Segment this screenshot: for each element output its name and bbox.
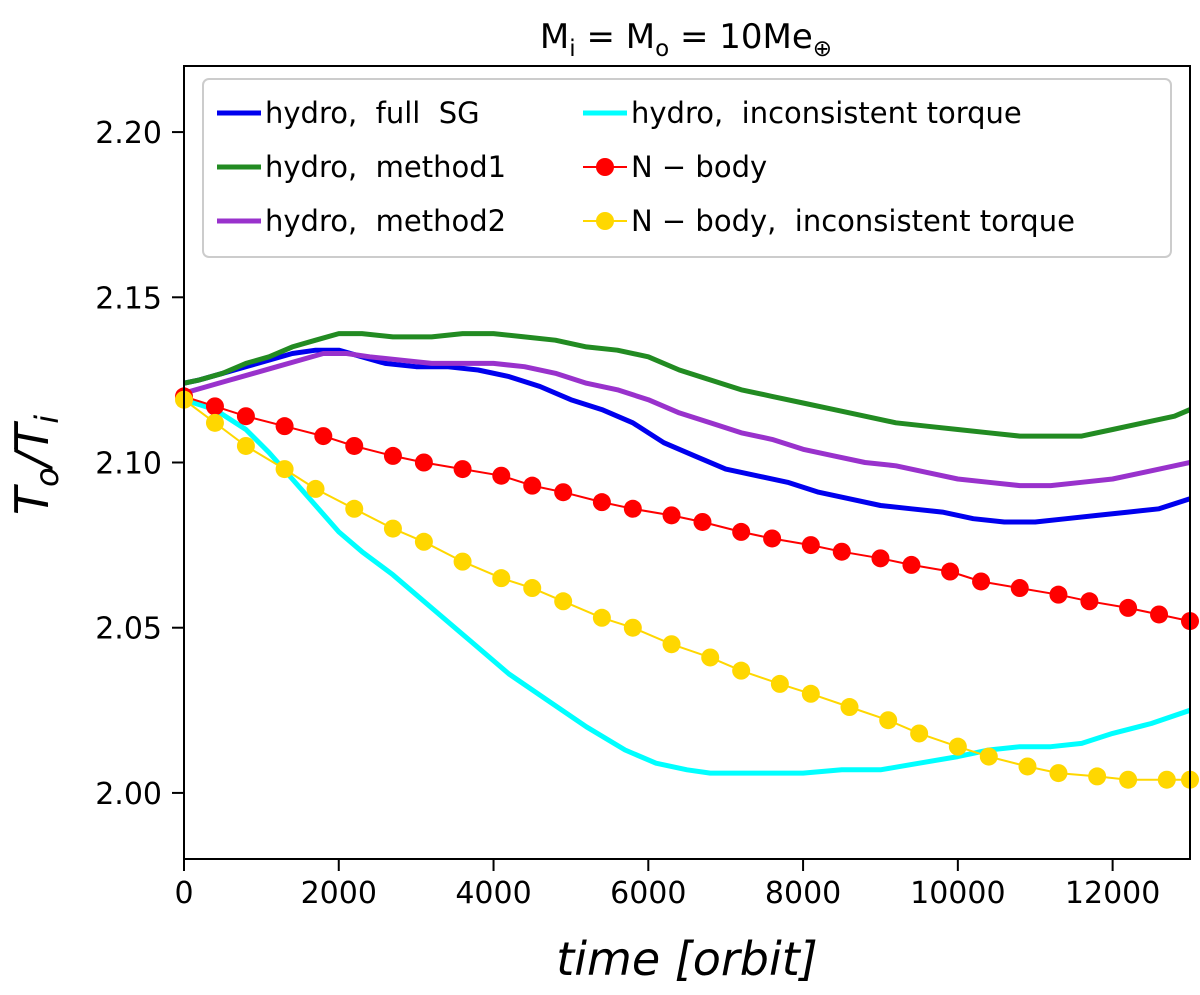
data-point-n-body-inconsistent-torque [948,737,967,756]
data-point-n-body [523,476,542,495]
data-point-n-body [1150,605,1169,624]
legend-label-hydro-method1: hydro, method1 [265,150,506,184]
data-point-n-body [763,529,782,548]
data-point-n-body [902,555,921,574]
y-tick-label: 2.20 [95,116,162,151]
series-layer [184,331,1190,781]
data-point-n-body-inconsistent-torque [662,635,681,654]
legend: hydro, full SG hydro, method1 hydro, metho… [202,78,1172,258]
data-point-n-body-inconsistent-torque [1018,757,1037,776]
data-point-n-body-inconsistent-torque [205,413,224,432]
data-point-n-body [236,407,255,426]
y-tick-label: 2.05 [95,612,162,647]
data-point-n-body [414,453,433,472]
data-point-n-body-inconsistent-torque [1119,770,1138,789]
data-point-n-body-inconsistent-torque [801,684,820,703]
data-point-n-body [205,397,224,416]
data-point-n-body [693,512,712,531]
data-point-n-body-inconsistent-torque [492,569,511,588]
data-point-n-body-inconsistent-torque [840,698,859,717]
data-point-n-body-inconsistent-torque [523,579,542,598]
y-tick-label: 2.00 [95,777,162,812]
legend-label-hydro-full-sg: hydro, full SG [265,96,480,130]
series-line-hydro-full-sg [184,347,1190,525]
data-point-n-body-inconsistent-torque [592,608,611,627]
series-line-hydro-method2 [184,351,1190,489]
data-point-n-body [832,542,851,561]
data-point-n-body-inconsistent-torque [770,674,789,693]
data-point-n-body [592,493,611,512]
data-point-n-body [492,466,511,485]
legend-marker-n-body-inconsistent-torque [596,212,614,230]
series-line-n-body [184,395,1190,623]
legend-box [202,78,1172,258]
x-tick-label: 2000 [301,876,377,911]
data-point-n-body-inconsistent-torque [1088,767,1107,786]
data-point-n-body [871,549,890,568]
data-point-n-body-inconsistent-torque [910,724,929,743]
data-point-n-body-inconsistent-torque [732,661,751,680]
data-point-n-body-inconsistent-torque [414,532,433,551]
legend-label-hydro-method2: hydro, method2 [265,204,506,238]
data-point-n-body-inconsistent-torque [701,648,720,667]
data-point-n-body-inconsistent-torque [1157,770,1176,789]
y-axis-title: To/Ti [5,415,66,515]
y-tick-label: 2.10 [95,447,162,482]
data-point-n-body [801,536,820,555]
data-point-n-body [662,506,681,525]
data-point-n-body [554,483,573,502]
legend-label-n-body: N − body [631,150,767,184]
legend-label-n-body-inconsistent-torque: N − body, inconsistent torque [631,204,1075,238]
data-point-n-body-inconsistent-torque [383,519,402,538]
series-line-hydro-method1 [184,331,1190,439]
data-point-n-body-inconsistent-torque [879,711,898,730]
data-point-n-body [453,460,472,479]
series-line-hydro-inconsistent-torque [184,397,1190,776]
data-point-n-body [1010,579,1029,598]
legend-label-hydro-inconsistent-torque: hydro, inconsistent torque [631,96,1022,130]
data-point-n-body [1049,585,1068,604]
legend-marker-n-body [596,158,614,176]
x-tick-label: 10000 [910,876,1005,911]
data-point-n-body [941,562,960,581]
series-line-n-body-inconsistent-torque [184,398,1190,781]
data-point-n-body-inconsistent-torque [345,499,364,518]
data-point-n-body [972,572,991,591]
tick-layer [172,131,1114,871]
plot-frame [183,65,1191,860]
x-tick-label: 12000 [1065,876,1160,911]
data-point-n-body [1119,598,1138,617]
data-point-n-body [275,417,294,436]
marker-layer [175,387,1199,789]
data-point-n-body-inconsistent-torque [554,592,573,611]
x-tick-label: 8000 [765,876,841,911]
x-tick-label: 0 [174,876,193,911]
data-point-n-body-inconsistent-torque [979,747,998,766]
data-point-n-body-inconsistent-torque [275,460,294,479]
chart-title: Mi = Mo = 10Me⊕ [540,17,832,62]
data-point-n-body [383,446,402,465]
data-point-n-body-inconsistent-torque [453,552,472,571]
data-point-n-body-inconsistent-torque [236,436,255,455]
data-point-n-body-inconsistent-torque [623,618,642,637]
data-point-n-body-inconsistent-torque [306,479,325,498]
data-point-n-body [1080,592,1099,611]
y-tick-label: 2.15 [95,281,162,316]
data-point-n-body [314,427,333,446]
data-point-n-body [732,522,751,541]
tick-label-layer: 0 2000 4000 6000 8000 10000 12000 2.00 2.05 2.10 2… [95,116,1160,911]
data-point-n-body [345,436,364,455]
x-tick-label: 6000 [610,876,686,911]
x-axis-title: time [orbit] [556,932,818,986]
data-point-n-body-inconsistent-torque [1049,764,1068,783]
data-point-n-body [623,499,642,518]
x-tick-label: 4000 [455,876,531,911]
